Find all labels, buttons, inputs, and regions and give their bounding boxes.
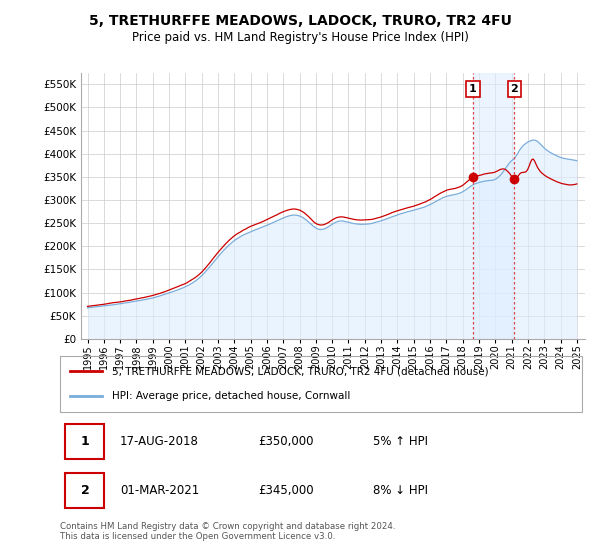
Text: 5% ↑ HPI: 5% ↑ HPI [373,435,428,448]
Text: £345,000: £345,000 [259,484,314,497]
Text: 2: 2 [511,84,518,94]
Text: 01-MAR-2021: 01-MAR-2021 [120,484,199,497]
Bar [473,73,514,339]
Text: Price paid vs. HM Land Registry's House Price Index (HPI): Price paid vs. HM Land Registry's House … [131,31,469,44]
Text: 8% ↓ HPI: 8% ↓ HPI [373,484,428,497]
Text: HPI: Average price, detached house, Cornwall: HPI: Average price, detached house, Corn… [112,391,350,401]
Text: 2: 2 [80,484,89,497]
Text: 1: 1 [80,435,89,448]
FancyBboxPatch shape [65,473,104,508]
Text: 5, TRETHURFFE MEADOWS, LADOCK, TRURO, TR2 4FU (detached house): 5, TRETHURFFE MEADOWS, LADOCK, TRURO, TR… [112,366,489,376]
FancyBboxPatch shape [65,424,104,459]
Text: 5, TRETHURFFE MEADOWS, LADOCK, TRURO, TR2 4FU: 5, TRETHURFFE MEADOWS, LADOCK, TRURO, TR… [89,14,511,28]
Text: £350,000: £350,000 [259,435,314,448]
Text: Contains HM Land Registry data © Crown copyright and database right 2024.
This d: Contains HM Land Registry data © Crown c… [60,522,395,542]
Text: 1: 1 [469,84,477,94]
Text: 17-AUG-2018: 17-AUG-2018 [120,435,199,448]
